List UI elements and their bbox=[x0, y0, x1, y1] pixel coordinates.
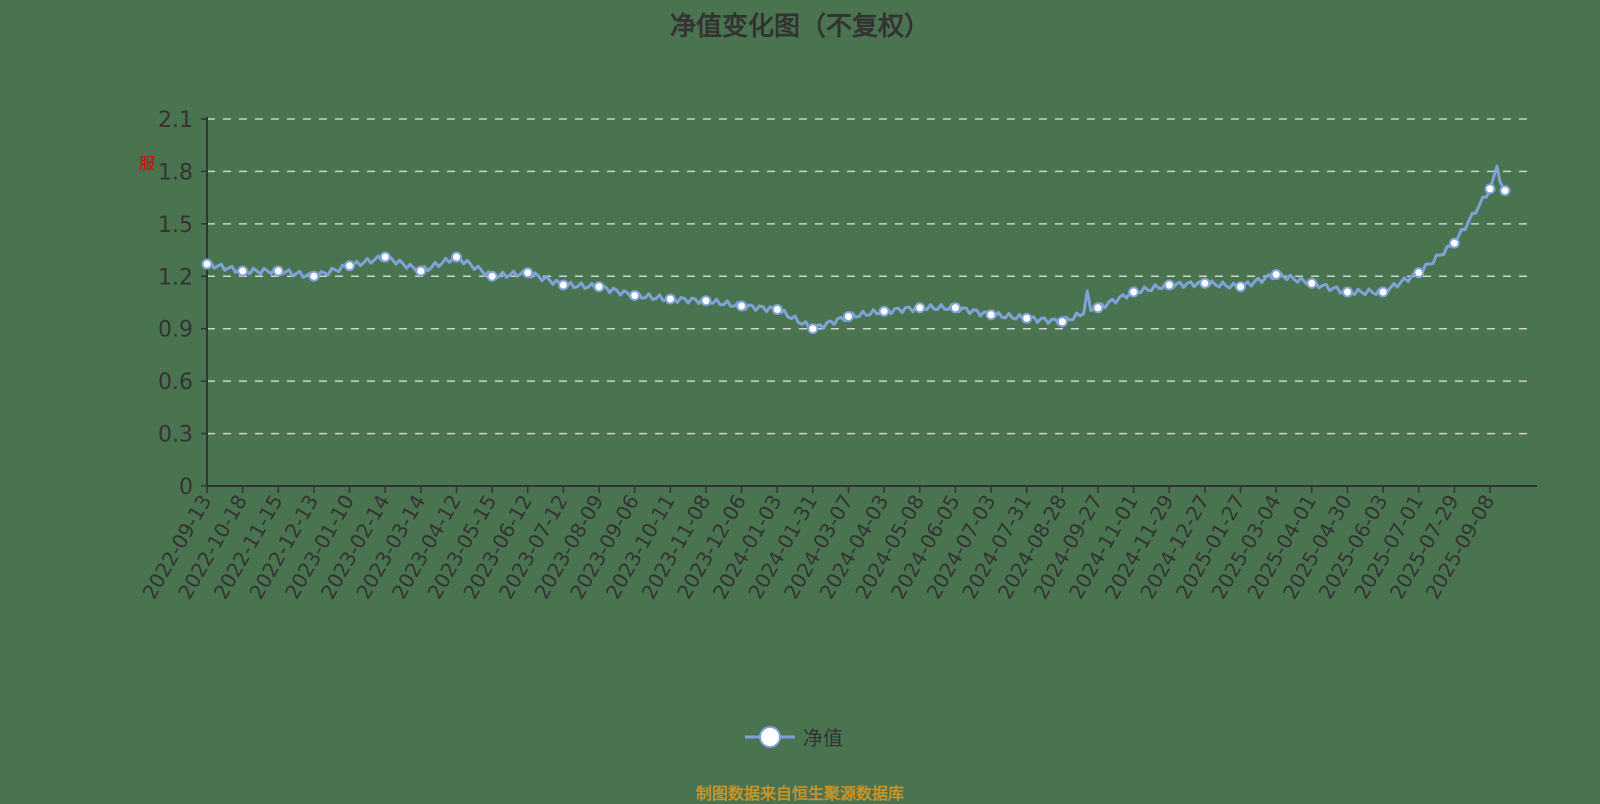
data-point[interactable] bbox=[1377, 286, 1389, 298]
data-point[interactable] bbox=[1056, 316, 1068, 328]
data-point[interactable] bbox=[1235, 281, 1247, 293]
data-point[interactable] bbox=[1199, 277, 1211, 289]
data-point[interactable] bbox=[914, 302, 926, 314]
data-point[interactable] bbox=[201, 258, 213, 270]
gridlines bbox=[207, 118, 1530, 435]
data-point[interactable] bbox=[664, 293, 676, 305]
data-point[interactable] bbox=[593, 281, 605, 293]
watermark-mark: 服 bbox=[139, 154, 156, 173]
data-point[interactable] bbox=[415, 265, 427, 277]
data-point[interactable] bbox=[1413, 267, 1425, 279]
data-point[interactable] bbox=[1021, 312, 1033, 324]
data-point[interactable] bbox=[308, 270, 320, 282]
data-point[interactable] bbox=[1128, 286, 1140, 298]
y-tick-label: 1.2 bbox=[158, 265, 193, 290]
legend-label: 净值 bbox=[803, 726, 843, 750]
data-point[interactable] bbox=[985, 309, 997, 321]
data-point[interactable] bbox=[237, 265, 249, 277]
y-tick-label: 0 bbox=[179, 475, 193, 500]
data-point[interactable] bbox=[450, 251, 462, 263]
data-points bbox=[201, 183, 1511, 335]
y-tick-label: 1.5 bbox=[158, 213, 193, 238]
data-point[interactable] bbox=[379, 251, 391, 263]
data-point[interactable] bbox=[1306, 277, 1318, 289]
y-tick-label: 0.3 bbox=[158, 423, 193, 448]
legend-line-circle-icon bbox=[745, 725, 795, 748]
data-point[interactable] bbox=[344, 260, 356, 272]
data-point[interactable] bbox=[1448, 237, 1460, 249]
data-source: 制图数据来自恒生聚源数据库 bbox=[695, 784, 904, 803]
x-axis: 2022-09-132022-10-182022-11-152022-12-13… bbox=[137, 485, 1537, 603]
data-point[interactable] bbox=[1163, 279, 1175, 291]
data-point[interactable] bbox=[486, 270, 498, 282]
y-tick-label: 0.9 bbox=[158, 318, 193, 343]
data-point[interactable] bbox=[1499, 185, 1511, 197]
data-point[interactable] bbox=[522, 267, 534, 279]
data-point[interactable] bbox=[557, 279, 569, 291]
data-point[interactable] bbox=[629, 290, 641, 302]
nav-line bbox=[206, 164, 1507, 331]
data-point[interactable] bbox=[272, 265, 284, 277]
data-point[interactable] bbox=[700, 295, 712, 307]
data-point[interactable] bbox=[807, 323, 819, 335]
data-point[interactable] bbox=[1092, 302, 1104, 314]
y-tick-label: 2.1 bbox=[158, 108, 193, 133]
y-tick-label: 0.6 bbox=[158, 370, 193, 395]
data-point[interactable] bbox=[771, 303, 783, 315]
data-point[interactable] bbox=[1270, 269, 1282, 281]
y-tick-label: 1.8 bbox=[158, 160, 193, 185]
data-point[interactable] bbox=[949, 302, 961, 314]
data-point[interactable] bbox=[878, 305, 890, 317]
y-axis: 0 0.3 0.6 0.9 1.2 1.5 1.8 2.1 bbox=[158, 108, 208, 500]
chart-title: 净值变化图（不复权） bbox=[669, 12, 930, 42]
data-point[interactable] bbox=[1484, 183, 1496, 195]
data-point[interactable] bbox=[736, 300, 748, 312]
data-point[interactable] bbox=[1341, 286, 1353, 298]
legend[interactable]: 净值 bbox=[745, 722, 843, 751]
data-point[interactable] bbox=[843, 310, 854, 322]
